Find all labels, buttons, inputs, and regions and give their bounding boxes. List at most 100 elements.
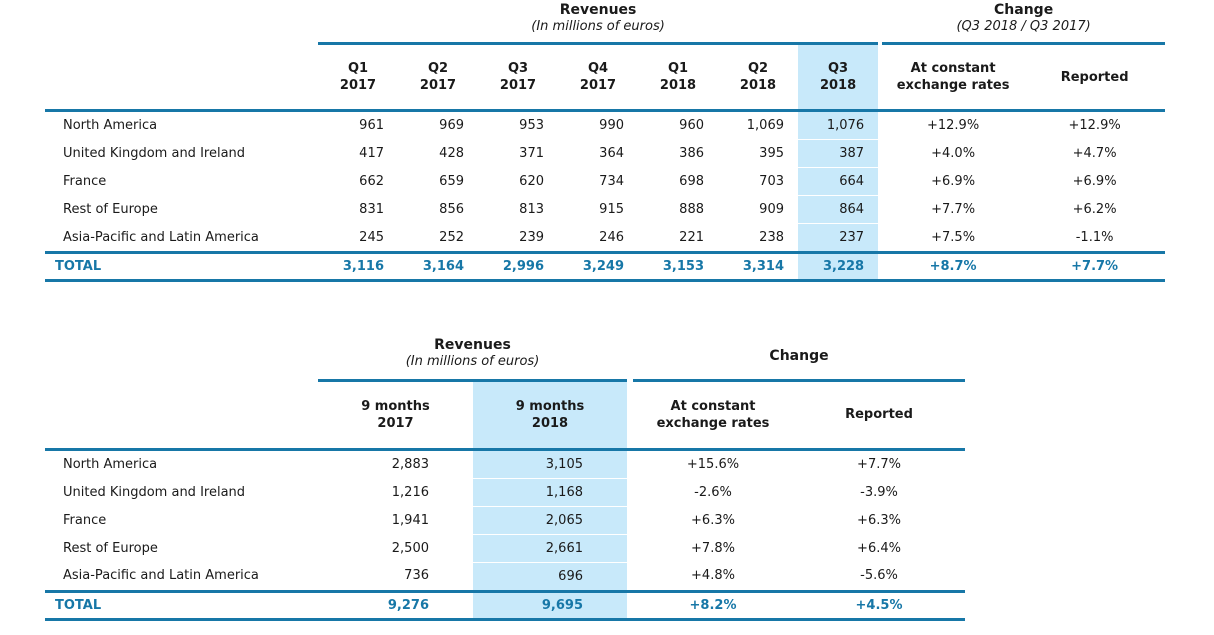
total-value: 3,116 (318, 251, 398, 282)
change-title: Change (769, 348, 829, 364)
region-label: United Kingdom and Ireland (63, 146, 246, 161)
total-value: 2,996 (478, 251, 558, 282)
revenue-value: 245 (359, 229, 384, 245)
total-value-highlighted: 3,228 (798, 251, 879, 282)
region-label: Rest of Europe (63, 540, 158, 556)
revenue-value-highlighted: 3,105 (473, 449, 627, 479)
total-change-value: +8.2% (633, 589, 793, 621)
change-value: +15.6% (686, 456, 740, 472)
table-row: Rest of Europe 2,500 2,661 +7.8% +6.4% (45, 534, 965, 563)
revenue-value: 960 (679, 118, 704, 134)
table-row: France 662 659 620 734 698 703 664 +6.9%… (45, 167, 1165, 196)
revenue-value: 856 (439, 202, 464, 217)
revenue-value: 221 (679, 229, 704, 245)
table-row: Rest of Europe 831 856 813 915 888 909 8… (45, 195, 1165, 224)
gap-cell (627, 589, 633, 621)
total-change-value: +8.7% (882, 251, 1025, 282)
revenue-value: 734 (599, 174, 624, 189)
column-header-q1-2018: Q1 2018 (638, 43, 718, 112)
revenue-value: 364 (599, 146, 624, 161)
column-header-constant-rates: At constant exchange rates (882, 43, 1025, 112)
change-value: +4.7% (1072, 146, 1117, 161)
revenue-value: 703 (759, 174, 784, 189)
change-value: +7.5% (931, 229, 976, 245)
column-header-q4-2017: Q4 2017 (558, 43, 638, 112)
revenue-value: 417 (359, 146, 384, 161)
revenue-value: 238 (759, 229, 784, 245)
change-value: -3.9% (860, 484, 898, 500)
total-row: TOTAL 9,276 9,695 +8.2% +4.5% (45, 589, 966, 621)
change-value: +6.4% (857, 540, 901, 556)
region-label: Rest of Europe (63, 202, 158, 217)
revenue-value: 888 (679, 202, 704, 217)
table-row: United Kingdom and Ireland 1,216 1,168 -… (45, 478, 965, 507)
group-header-row: Revenues (In millions of euros) Change (45, 335, 966, 382)
change-value: +4.0% (931, 146, 976, 161)
revenue-value: 2,500 (391, 540, 429, 556)
revenue-value: 1,069 (746, 118, 784, 134)
change-title: Change (994, 2, 1054, 18)
total-change-value: +4.5% (793, 589, 966, 621)
change-value: +6.3% (857, 512, 901, 528)
region-column-header (45, 380, 318, 451)
revenue-value: 1,941 (391, 512, 429, 528)
corner-spacer (45, 0, 318, 44)
revenue-value: 1,216 (391, 484, 429, 500)
change-value: -5.6% (860, 568, 898, 584)
revenue-value-highlighted: 664 (798, 167, 879, 196)
revenues-subtitle: (In millions of euros) (405, 354, 540, 369)
total-value: 9,276 (318, 589, 473, 621)
column-header-row: 9 months 2017 9 months 2018 At constant … (45, 380, 966, 451)
change-value: +7.7% (857, 456, 901, 472)
total-value: 3,314 (718, 251, 798, 282)
corner-spacer (45, 335, 318, 380)
revenue-value-highlighted: 696 (473, 562, 627, 592)
revenue-value-highlighted: 1,168 (473, 478, 627, 507)
column-header-reported: Reported (1024, 43, 1166, 112)
change-group-header: Change (Q3 2018 / Q3 2017) (882, 0, 1166, 45)
revenue-value: 2,883 (391, 456, 429, 472)
column-header-reported: Reported (793, 380, 966, 451)
revenue-value: 239 (519, 229, 544, 245)
revenue-value: 386 (679, 146, 704, 161)
region-label: Asia-Pacific and Latin America (63, 229, 259, 245)
region-label: North America (63, 456, 158, 472)
total-value: 3,249 (558, 251, 638, 282)
column-header-row: Q1 2017 Q2 2017 Q3 2017 Q4 2017 Q1 2018 … (45, 43, 1166, 112)
column-header-q2-2017: Q2 2017 (398, 43, 478, 112)
total-row: TOTAL 3,116 3,164 2,996 3,249 3,153 3,31… (45, 251, 1166, 282)
revenue-value: 813 (519, 202, 544, 217)
change-value: +12.9% (926, 118, 980, 134)
revenue-value: 620 (519, 174, 544, 189)
revenue-value: 662 (359, 174, 384, 189)
revenues-group-header: Revenues (In millions of euros) (318, 0, 879, 45)
revenue-value: 990 (599, 118, 624, 134)
revenue-value: 659 (439, 174, 464, 189)
revenue-value: 953 (519, 118, 544, 134)
gap-cell (878, 251, 883, 282)
revenue-value-highlighted: 237 (798, 223, 879, 253)
revenue-value: 961 (359, 118, 384, 134)
revenue-value-highlighted: 864 (798, 195, 879, 224)
column-header-q1-2017: Q1 2017 (318, 43, 398, 112)
revenue-value: 395 (759, 146, 784, 161)
group-header-row: Revenues (In millions of euros) Change (… (45, 0, 1166, 45)
region-column-header (45, 43, 318, 112)
total-value-highlighted: 9,695 (473, 589, 627, 621)
column-header-q2-2018: Q2 2018 (718, 43, 798, 112)
change-value: +7.7% (931, 202, 976, 217)
table-row: North America 961 969 953 990 960 1,069 … (45, 110, 1165, 140)
region-label: United Kingdom and Ireland (63, 484, 246, 500)
revenue-value: 252 (439, 229, 464, 245)
table-row: Asia-Pacific and Latin America 245 252 2… (45, 223, 1165, 253)
revenue-value-highlighted: 2,065 (473, 506, 627, 535)
column-header-constant-rates: At constant exchange rates (633, 380, 793, 451)
quarterly-revenues-table: Revenues (In millions of euros) Change (… (45, 0, 1166, 282)
table-row: Asia-Pacific and Latin America 736 696 +… (45, 562, 965, 592)
revenue-value: 246 (599, 229, 624, 245)
region-label: France (63, 174, 107, 189)
column-header-9m-2017: 9 months 2017 (318, 380, 473, 451)
gap-cell (878, 43, 883, 112)
change-group-header: Change (633, 335, 966, 382)
gap-cell (627, 380, 633, 451)
